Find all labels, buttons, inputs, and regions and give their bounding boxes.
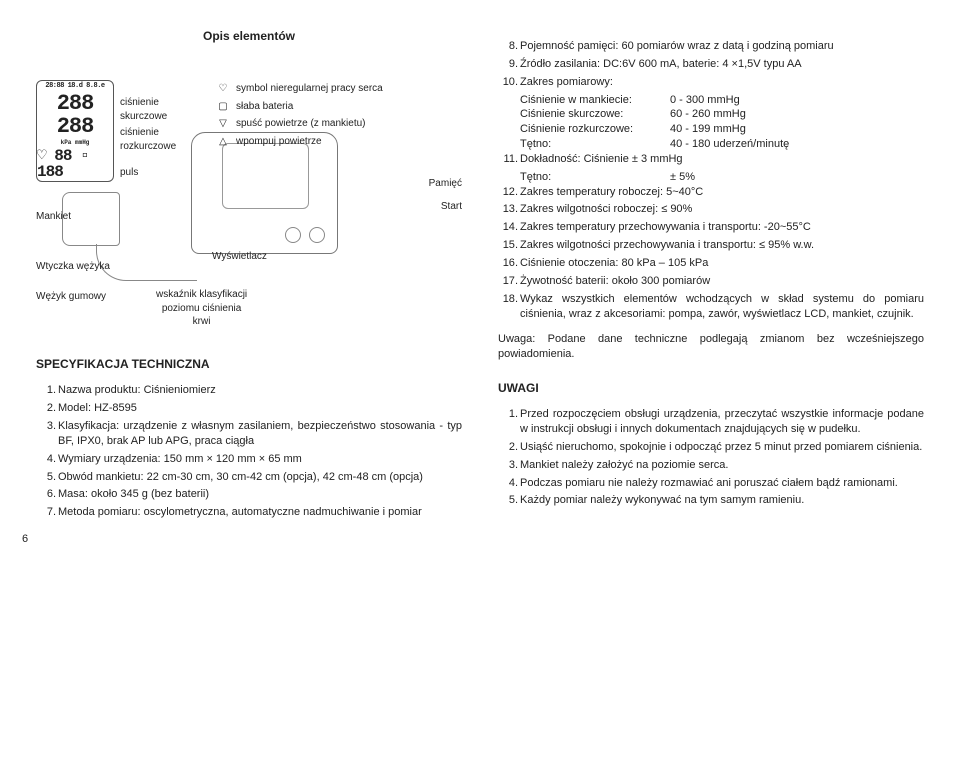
label-plug: Wtyczka wężyka <box>36 260 110 274</box>
symbol-legend: ♡ symbol nieregularnej pracy serca ▢ słaba… <box>216 82 383 152</box>
label-display: Wyświetlacz <box>212 250 267 264</box>
spec-item: Nazwa produktu: Ciśnieniomierz <box>36 383 462 398</box>
spec-subitem: Ciśnienie rozkurczowe:40 - 199 mmHg <box>498 122 924 137</box>
battery-icon: ▢ <box>216 100 230 114</box>
lcd-screen-illustration: 28:88 18.d 8.8.e 288 288 kPa mmHg ♡ 88 ▫… <box>36 80 114 182</box>
spec-item: Model: HZ-8595 <box>36 401 462 416</box>
notes-list: Przed rozpoczęciem obsługi urządzenia, p… <box>498 407 924 508</box>
lcd-units: kPa mmHg <box>61 139 90 147</box>
spec-item: Zakres pomiarowy: <box>498 75 924 90</box>
note-item: Podczas pomiaru nie należy rozmawiać ani… <box>498 476 924 491</box>
notes-header: UWAGI <box>498 380 924 396</box>
label-pulse: puls <box>120 166 138 180</box>
spec-item: Zakres wilgotności roboczej: ≤ 90% <box>498 202 924 217</box>
legend-text: spuść powietrze (z mankietu) <box>236 117 366 131</box>
spec-item: Zakres temperatury roboczej: 5~40°C <box>498 185 924 200</box>
spec-subitem: Tętno:± 5% <box>498 170 924 185</box>
spec-item: Źródło zasilania: DC:6V 600 mA, baterie:… <box>498 57 924 72</box>
lcd-reading-1: 288 <box>57 93 94 115</box>
note-item: Usiąść nieruchomo, spokojnie i odpocząć … <box>498 440 924 455</box>
specs-list-continued: Pojemność pamięci: 60 pomiarów wraz z da… <box>498 39 924 321</box>
label-diastolic: ciśnienie rozkurczowe <box>120 126 176 153</box>
component-diagram: 28:88 18.d 8.8.e 288 288 kPa mmHg ♡ 88 ▫… <box>36 52 462 342</box>
spec-note: Uwaga: Podane dane techniczne podlegają … <box>498 332 924 362</box>
label-systolic: ciśnienie skurczowe <box>120 96 167 123</box>
page-columns: Opis elementów 28:88 18.d 8.8.e 288 288 … <box>36 28 924 531</box>
lcd-time: 28:88 18.d 8.8.e <box>45 82 104 91</box>
label-cuff: Mankiet <box>36 210 71 224</box>
spec-subitem: Ciśnienie skurczowe:60 - 260 mmHg <box>498 107 924 122</box>
spec-item: Zakres temperatury przechowywania i tran… <box>498 220 924 235</box>
spec-item: Zakres wilgotności przechowywania i tran… <box>498 238 924 253</box>
deflate-icon: ▽ <box>216 117 230 131</box>
label-tube: Wężyk gumowy <box>36 290 106 304</box>
spec-item: Dokładność: Ciśnienie ± 3 mmHg <box>498 152 924 167</box>
inflate-icon: △ <box>216 135 230 149</box>
spec-item: Pojemność pamięci: 60 pomiarów wraz z da… <box>498 39 924 54</box>
spec-item: Obwód mankietu: 22 cm-30 cm, 30 cm-42 cm… <box>36 470 462 485</box>
spec-subitem: Tętno:40 - 180 uderzeń/minutę <box>498 137 924 152</box>
label-indicator: wskaźnik klasyfikacji poziomu ciśnienia … <box>156 288 247 329</box>
note-item: Każdy pomiar należy wykonywać na tym sam… <box>498 493 924 508</box>
spec-item: Wykaz wszystkich elementów wchodzących w… <box>498 292 924 322</box>
spec-item: Metoda pomiaru: oscylometryczna, automat… <box>36 505 462 520</box>
spec-subitem: Ciśnienie w mankiecie:0 - 300 mmHg <box>498 93 924 108</box>
label-memory: Pamięć <box>429 177 462 191</box>
legend-text: symbol nieregularnej pracy serca <box>236 82 383 96</box>
page-number: 6 <box>22 532 28 547</box>
specs-header: SPECYFIKACJA TECHNICZNA <box>36 356 462 372</box>
label-start: Start <box>441 200 462 214</box>
spec-item: Masa: około 345 g (bez baterii) <box>36 487 462 502</box>
note-item: Mankiet należy założyć na poziomie serca… <box>498 458 924 473</box>
legend-text: wpompuj powietrze <box>236 135 322 149</box>
specs-list: Nazwa produktu: Ciśnieniomierz Model: HZ-… <box>36 383 462 520</box>
spec-item: Ciśnienie otoczenia: 80 kPa – 105 kPa <box>498 256 924 271</box>
heartbeat-icon: ♡ <box>216 82 230 96</box>
spec-item: Klasyfikacja: urządzenie z własnym zasil… <box>36 419 462 449</box>
spec-item: Wymiary urządzenia: 150 mm × 120 mm × 65… <box>36 452 462 467</box>
legend-text: słaba bateria <box>236 100 293 114</box>
tube-illustration <box>96 244 197 281</box>
spec-item: Żywotność baterii: około 300 pomiarów <box>498 274 924 289</box>
lcd-reading-2: 288 <box>57 116 94 138</box>
lcd-reading-3: ♡ 88 ▫ 188 <box>37 148 113 180</box>
left-column: Opis elementów 28:88 18.d 8.8.e 288 288 … <box>36 28 462 531</box>
note-item: Przed rozpoczęciem obsługi urządzenia, p… <box>498 407 924 437</box>
diagram-title: Opis elementów <box>36 28 462 44</box>
right-column: Pojemność pamięci: 60 pomiarów wraz z da… <box>498 28 924 531</box>
